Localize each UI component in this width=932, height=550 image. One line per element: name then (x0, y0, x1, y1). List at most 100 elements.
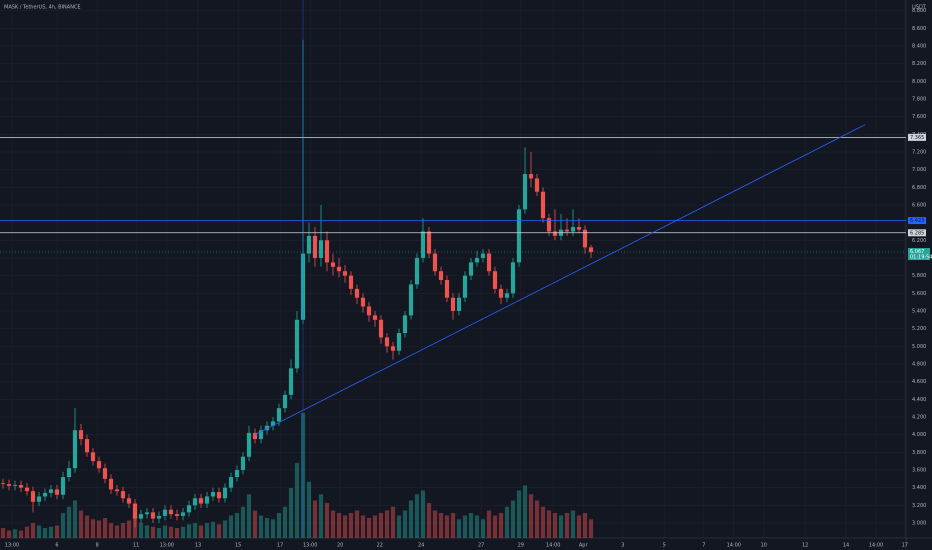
y-tick-label: 8.800 (912, 8, 926, 14)
level-label: 6.285 (910, 230, 924, 236)
level-label: 6.423 (910, 218, 924, 224)
candle-body (240, 456, 246, 470)
volume-bar (480, 519, 486, 538)
volume-bar (510, 500, 516, 538)
volume-bar (522, 485, 528, 538)
volume-bar (450, 513, 456, 538)
y-tick-label: 4.800 (912, 361, 926, 367)
candle-body (384, 337, 390, 347)
volume-bar (72, 500, 78, 538)
candle-body (426, 231, 432, 254)
volume-bar (432, 510, 438, 538)
y-tick-label: 5.000 (912, 344, 926, 350)
candle-body (504, 293, 510, 298)
volume-bar (498, 513, 504, 538)
candle-body (312, 235, 318, 258)
volume-bar (276, 513, 282, 538)
volume-bar (546, 510, 552, 538)
volume-bar (114, 525, 120, 538)
candle-body (192, 498, 198, 506)
candle-body (72, 430, 78, 469)
candle-body (276, 408, 282, 422)
volume-bar (552, 513, 558, 538)
candle-body (462, 275, 468, 298)
x-tick-label: 13 (195, 543, 201, 549)
candle-body (336, 266, 342, 272)
current-price-label: 6.067 (910, 249, 924, 255)
candle-body (486, 253, 492, 272)
volume-bar (378, 513, 384, 538)
volume-bar (426, 503, 432, 538)
volume-bar (456, 519, 462, 538)
candle-body (372, 315, 378, 320)
candle-body (342, 271, 348, 276)
x-tick-label: 3 (621, 543, 624, 549)
candle-body (588, 247, 594, 253)
currency-label: USDT (912, 5, 927, 11)
volume-bar (270, 519, 276, 538)
volume-bar (24, 526, 30, 538)
candle-body (102, 468, 108, 479)
candle-body (186, 505, 192, 513)
candle-body (264, 425, 270, 431)
candle-body (420, 231, 426, 258)
candle-body (216, 492, 222, 499)
candle-body (156, 515, 162, 519)
volume-bar (180, 526, 186, 538)
candle-body (552, 231, 558, 236)
volume-bar (336, 513, 342, 538)
candle-body (150, 512, 156, 519)
volume-bar (414, 494, 420, 538)
candle-body (432, 253, 438, 272)
x-tick-label: 14:00 (546, 543, 560, 549)
y-tick-label: 7.800 (912, 96, 926, 102)
volume-bar (444, 515, 450, 538)
candle-body (204, 496, 210, 504)
volume-bar (438, 513, 444, 538)
x-tick-label: 14 (843, 543, 849, 549)
y-tick-label: 7.200 (912, 149, 926, 155)
volume-bar (120, 523, 126, 538)
x-tick-label: 8 (96, 543, 99, 549)
x-tick-label: 22 (377, 543, 383, 549)
candle-body (408, 284, 414, 316)
x-tick-label: 29 (518, 543, 524, 549)
candle-body (234, 469, 240, 478)
y-tick-label: 5.600 (912, 291, 926, 297)
candle-body (24, 487, 30, 492)
candle-body (144, 512, 150, 515)
candle-body (438, 271, 444, 281)
volume-bar (504, 506, 510, 538)
volume-bar (36, 525, 42, 538)
y-tick-label: 4.200 (912, 414, 926, 420)
level-label-box (908, 133, 926, 141)
x-tick-label: 17 (277, 543, 283, 549)
volume-bar (228, 515, 234, 538)
y-tick-label: 3.200 (912, 503, 926, 509)
y-tick-label: 6.200 (912, 238, 926, 244)
candle-body (18, 484, 24, 488)
volume-bar (576, 515, 582, 538)
volume-bar (186, 524, 192, 538)
volume-bar (60, 513, 66, 538)
volume-bar (468, 513, 474, 538)
level-label: 7.365 (910, 135, 924, 141)
candle-body (498, 288, 504, 298)
volume-bar (564, 513, 570, 538)
volume-bar (294, 463, 300, 538)
candle-body (48, 489, 54, 493)
volume-bar (204, 523, 210, 538)
candle-body (450, 297, 456, 311)
volume-bar (354, 510, 360, 538)
volume-bar (264, 518, 270, 538)
candle-body (66, 468, 72, 478)
candle-body (96, 461, 102, 469)
volume-bar (222, 520, 228, 538)
volume-bar (240, 506, 246, 538)
volume-bar (150, 526, 156, 538)
x-tick-label: 17 (902, 543, 908, 549)
candle-body (492, 271, 498, 289)
candle-body (510, 262, 516, 294)
candle-body (252, 432, 258, 440)
